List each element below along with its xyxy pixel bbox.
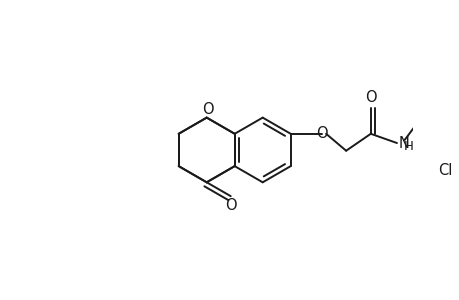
Text: O: O (201, 102, 213, 117)
Text: Cl: Cl (437, 163, 451, 178)
Text: N: N (397, 136, 409, 151)
Text: H: H (403, 140, 413, 153)
Text: O: O (224, 199, 236, 214)
Text: O: O (315, 125, 327, 140)
Text: O: O (364, 90, 376, 105)
